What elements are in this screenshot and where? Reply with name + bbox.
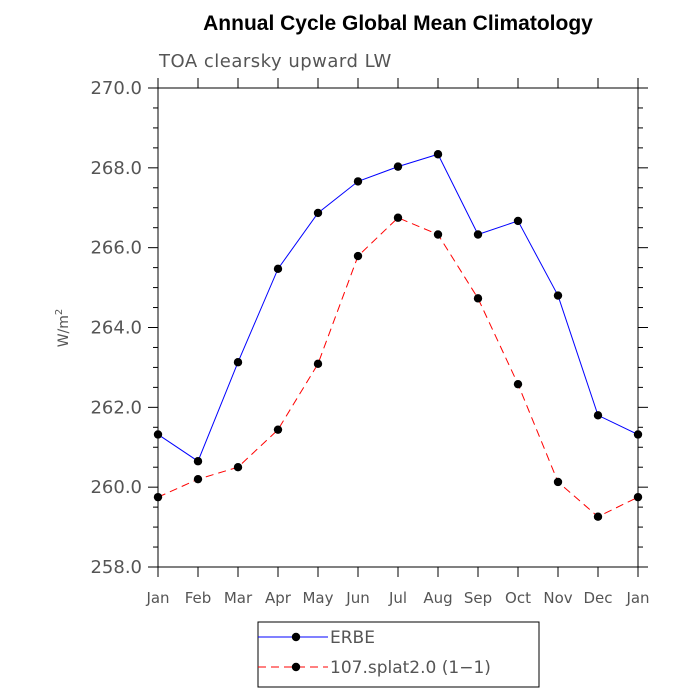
- series-1-point: [473, 230, 483, 239]
- series-1-point: [433, 150, 443, 159]
- y-axis-label-unit: W/m: [56, 315, 72, 347]
- series-1-point: [513, 216, 523, 226]
- chart-title: Annual Cycle Global Mean Climatology: [203, 12, 593, 35]
- x-tick-label: Jun: [345, 589, 369, 607]
- series-1-point: [353, 177, 363, 186]
- x-tick-label: Nov: [543, 589, 572, 607]
- series-1-point: [553, 291, 563, 300]
- series-1-point: [233, 358, 243, 367]
- series-1-point: [393, 162, 403, 171]
- series-2-point: [273, 425, 283, 434]
- plot-area: 258.0 260.0 262.0 264.0 266.0 268.0 270.0 Jan Fe…: [90, 78, 650, 607]
- y-tick-label: 270.0: [90, 78, 142, 99]
- y-axis-label-superscript: 2: [54, 309, 65, 315]
- x-tick-label: Mar: [224, 589, 253, 607]
- x-tick-label: Sep: [464, 589, 492, 607]
- series-2-point: [353, 251, 363, 261]
- legend-label-1: ERBE: [330, 628, 375, 648]
- series-2-point: [593, 512, 603, 521]
- x-tick-label: Apr: [265, 589, 292, 607]
- y-axis-label: W/m2: [54, 309, 72, 348]
- series-2-point: [313, 359, 323, 369]
- series-2-point: [193, 474, 203, 484]
- series-line-2: [157, 217, 639, 518]
- plot-frame: [157, 87, 639, 568]
- series-1-point: [313, 208, 323, 218]
- series-2-point: [633, 492, 643, 502]
- chart-subtitle: TOA clearsky upward LW: [158, 51, 392, 72]
- legend-box: [257, 621, 540, 688]
- x-tick-label: Jan: [145, 589, 169, 607]
- series-line-1: [157, 153, 639, 462]
- legend-marker-1: [291, 632, 301, 642]
- y-tick-label: 264.0: [90, 318, 142, 339]
- series-2-point: [433, 230, 443, 239]
- x-tick-label: Jan: [625, 589, 649, 607]
- series-1-point: [593, 411, 603, 420]
- series-1-point: [633, 430, 643, 439]
- x-tick-label: Aug: [423, 589, 452, 607]
- series-2-point: [473, 294, 483, 303]
- legend-label-2: 107.splat2.0 (1−1): [330, 658, 491, 678]
- y-tick-label: 260.0: [90, 477, 142, 498]
- x-tick-label: Dec: [583, 589, 612, 607]
- series-1-point: [153, 430, 163, 439]
- legend: ERBE 107.splat2.0 (1−1): [257, 621, 540, 688]
- x-tick-label: Jul: [388, 589, 407, 607]
- y-tick-label: 266.0: [90, 238, 142, 259]
- x-tick-label: Feb: [185, 589, 212, 607]
- series-1-point: [193, 457, 203, 466]
- series-2-point: [513, 379, 523, 389]
- series-2-point: [233, 463, 243, 472]
- series-2-point: [153, 492, 163, 502]
- x-tick-label: May: [302, 589, 333, 607]
- y-tick-label: 268.0: [90, 158, 142, 179]
- y-tick-label: 262.0: [90, 397, 142, 418]
- y-tick-label: 258.0: [90, 557, 142, 578]
- x-tick-label: Oct: [505, 589, 531, 607]
- series-2-point: [553, 477, 563, 487]
- series-1-point: [273, 264, 283, 274]
- series-2-point: [393, 213, 403, 222]
- legend-marker-2: [291, 662, 301, 672]
